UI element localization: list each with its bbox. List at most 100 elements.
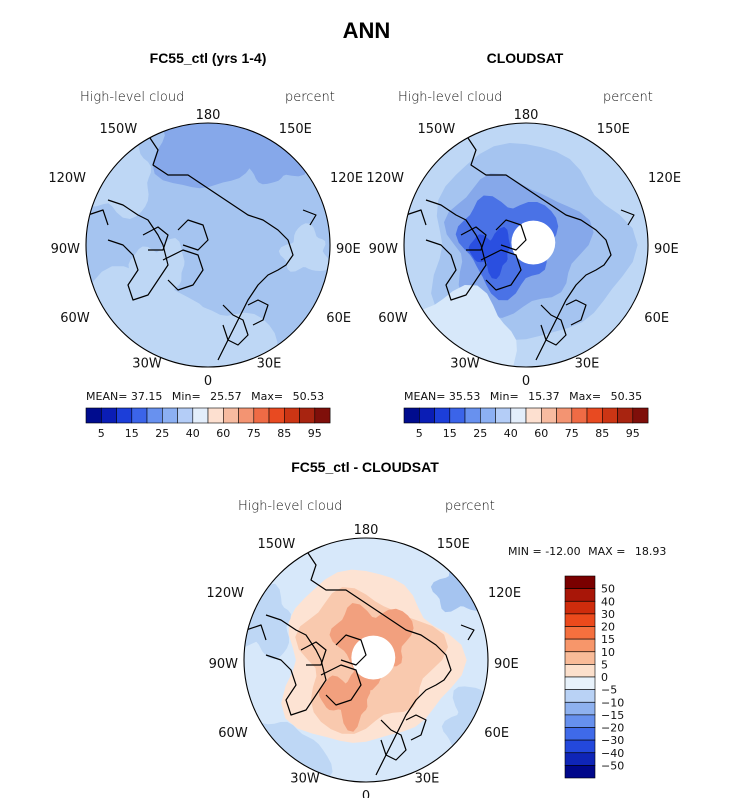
panel1-colorbar-swatch bbox=[162, 407, 178, 424]
panel1-colorbar-swatch bbox=[238, 407, 255, 424]
panel1-lon-label-br: 30E bbox=[257, 356, 282, 371]
panel2-colorbar-swatch bbox=[571, 407, 588, 424]
panel3-colorbar-swatch bbox=[564, 588, 596, 602]
panel3-colorbar-tick: 15 bbox=[601, 633, 615, 646]
panel1-colorbar-swatch bbox=[207, 407, 224, 424]
panel1-colorbar-swatch bbox=[146, 407, 163, 424]
panel2-colorbar-swatch bbox=[449, 407, 466, 424]
panel3-map-border bbox=[243, 537, 489, 783]
panel2-colorbar-swatch bbox=[525, 407, 542, 424]
panel3-colorbar-swatch bbox=[564, 651, 596, 665]
panel2-colorbar-swatch bbox=[479, 407, 496, 424]
panel1-map-fill bbox=[86, 123, 330, 367]
panel2-lon-label-l: 90W bbox=[369, 242, 399, 257]
panel3-colorbar-swatch bbox=[564, 765, 596, 779]
panel2-colorbar-swatch bbox=[403, 407, 420, 424]
panel2-colorbar-tick: 5 bbox=[416, 427, 423, 440]
panel2-units-label: percent bbox=[603, 90, 653, 105]
panel2-colorbar-swatch bbox=[495, 407, 512, 424]
panel1-colorbar-swatch bbox=[299, 407, 316, 424]
panel1-title: FC55_ctl (yrs 1-4) bbox=[149, 50, 267, 66]
panel2-colorbar-tick: 85 bbox=[595, 427, 609, 440]
panel2-map-border bbox=[403, 122, 649, 368]
panel1-colorbar-swatch bbox=[223, 407, 239, 424]
panel2-title: CLOUDSAT bbox=[486, 50, 564, 66]
panel3-colorbar-swatch bbox=[564, 701, 596, 716]
panel3-colorbar-tick: 40 bbox=[601, 595, 615, 608]
panel3-colorbar-tick: 30 bbox=[601, 608, 615, 621]
panel2-lon-label-ur: 120E bbox=[648, 171, 681, 186]
panel3-lon-label-tr: 150E bbox=[437, 537, 470, 552]
panel2-lon-label-top: 180 bbox=[514, 108, 539, 123]
panel3-colorbar-tick: −15 bbox=[601, 709, 624, 722]
panel1-lon-label-ll: 60W bbox=[60, 311, 90, 326]
panel3-lon-label-bottom: 0 bbox=[362, 789, 370, 798]
panel1-colorbar-swatch bbox=[116, 407, 133, 424]
panel3-colorbar-swatch bbox=[564, 613, 596, 627]
panel3-colorbar-swatch bbox=[564, 727, 596, 741]
panel1-stats: MEAN= 37.15 Min= 25.57 Max= 50.53 bbox=[86, 390, 325, 403]
panel3-lon-label-br: 30E bbox=[415, 771, 440, 786]
panel1-lon-label-lr: 60E bbox=[326, 311, 351, 326]
panel2-colorbar-tick: 75 bbox=[565, 427, 579, 440]
panel3-colorbar-swatch bbox=[564, 689, 596, 703]
panel1-colorbar-swatch bbox=[101, 407, 117, 424]
panel1-colorbar-swatch bbox=[192, 407, 209, 424]
panel3-colorbar-swatch bbox=[564, 626, 596, 640]
panel3-lon-label-ur: 120E bbox=[488, 586, 521, 601]
panel3-colorbar-swatch bbox=[564, 739, 596, 753]
panel3-variable-label: High-level cloud bbox=[238, 499, 343, 514]
panel1-colorbar-swatch bbox=[131, 407, 148, 424]
panel2-colorbar-tick: 95 bbox=[626, 427, 640, 440]
panel3-colorbar-swatch bbox=[564, 676, 596, 690]
panel3-lon-label-ll: 60W bbox=[218, 726, 248, 741]
panel2-colorbar-swatch bbox=[617, 407, 634, 424]
panel2-colorbar-swatch bbox=[601, 407, 618, 424]
panel1-colorbar-tick: 75 bbox=[247, 427, 261, 440]
panel2-coastlines bbox=[405, 134, 635, 361]
panel3-colorbar-tick: −20 bbox=[601, 722, 624, 735]
panel2-colorbar: 5 15 25 40 60 75 85 95 bbox=[403, 407, 649, 440]
panel1-lon-label-r: 90E bbox=[336, 242, 361, 257]
panel1-colorbar-swatch bbox=[283, 407, 300, 424]
panel1-colorbar-swatch bbox=[85, 407, 102, 424]
panel3-colorbar-tick: 50 bbox=[601, 583, 615, 596]
panel3-minmax: MIN = -12.00 MAX = 18.93 bbox=[508, 545, 667, 558]
panel2-lon-label-bottom: 0 bbox=[522, 374, 530, 389]
panel3-colorbar-tick: 20 bbox=[601, 621, 615, 634]
panel2-colorbar-swatch bbox=[434, 407, 451, 424]
panel3-colorbar-swatch bbox=[564, 600, 596, 615]
panel1-colorbar-swatch bbox=[177, 407, 194, 424]
panel1-colorbar-tick: 60 bbox=[216, 427, 230, 440]
panel3-lon-label-lr: 60E bbox=[484, 726, 509, 741]
panel1-colorbar-swatch bbox=[314, 407, 331, 424]
panel2-colorbar-swatch bbox=[418, 407, 435, 424]
panel3-lon-label-ul: 120W bbox=[206, 586, 244, 601]
panel2-lon-label-ll: 60W bbox=[378, 311, 408, 326]
panel3-coastlines bbox=[245, 549, 475, 776]
panel2-variable-label: High-level cloud bbox=[398, 90, 503, 105]
panel1-colorbar-tick: 15 bbox=[125, 427, 139, 440]
panel3-title: FC55_ctl - CLOUDSAT bbox=[291, 459, 439, 475]
panel2-colorbar-swatch bbox=[540, 407, 557, 424]
panel2-colorbar-swatch bbox=[556, 407, 573, 424]
panel2-colorbar-swatch bbox=[586, 407, 603, 424]
panel3-colorbar-tick: −30 bbox=[601, 734, 624, 747]
panel3-colorbar-tick: −50 bbox=[601, 759, 624, 772]
panel1-colorbar-tick: 5 bbox=[98, 427, 105, 440]
panel1-lon-label-ur: 120E bbox=[330, 171, 363, 186]
panel1-lon-label-l: 90W bbox=[51, 242, 81, 257]
panel2-map-fill bbox=[404, 123, 648, 367]
figure-title: ANN bbox=[342, 18, 391, 43]
panel3-colorbar-swatch bbox=[564, 638, 596, 652]
panel1-colorbar-swatch bbox=[253, 407, 270, 424]
panel1-colorbar-tick: 85 bbox=[277, 427, 291, 440]
panel2-lon-label-br: 30E bbox=[575, 356, 600, 371]
panel3-map-fill bbox=[244, 538, 488, 782]
panel2-lon-label-ul: 120W bbox=[366, 171, 404, 186]
panel1-colorbar-tick: 40 bbox=[186, 427, 200, 440]
panel2-stats: MEAN= 35.53 Min= 15.37 Max= 50.35 bbox=[404, 390, 643, 403]
panel1-lon-label-tl: 150W bbox=[100, 122, 138, 137]
panel1-lon-label-bottom: 0 bbox=[204, 374, 212, 389]
panel2-lon-label-r: 90E bbox=[654, 242, 679, 257]
